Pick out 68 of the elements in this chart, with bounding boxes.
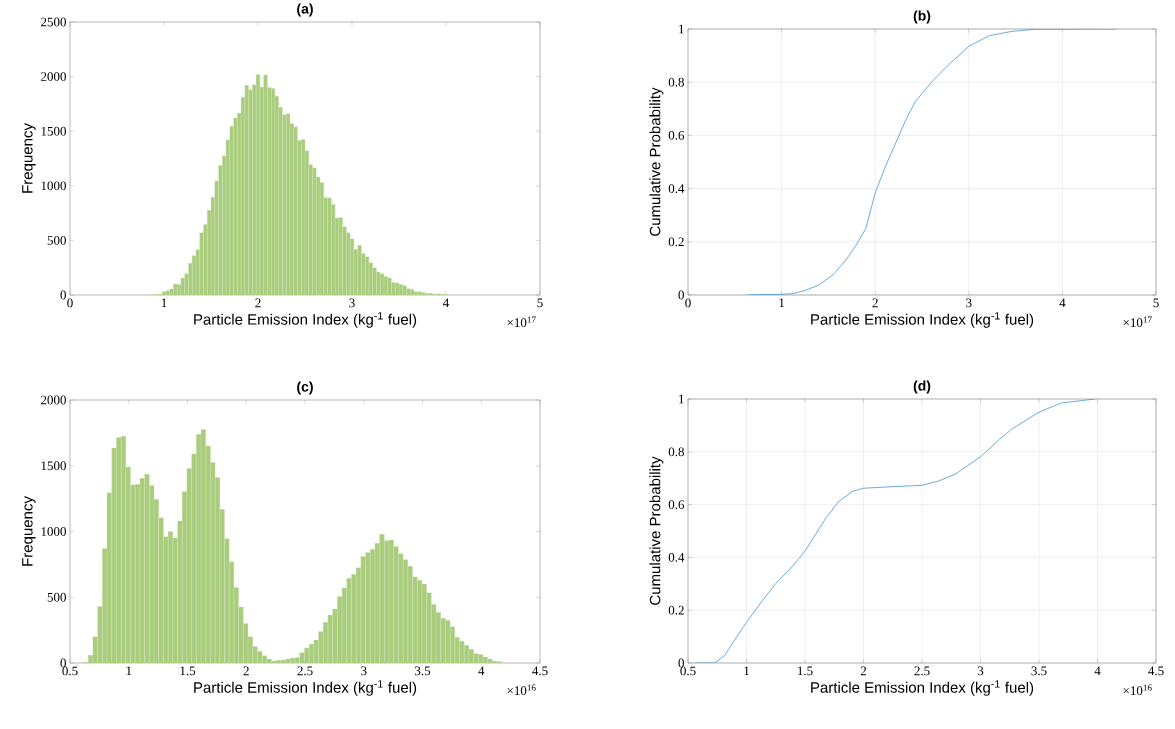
x-tick-label: 2 xyxy=(255,298,261,308)
y-tick-label: 1 xyxy=(679,394,684,404)
y-tick-label: 0.8 xyxy=(668,447,684,457)
y-tick-label: 0.8 xyxy=(668,77,684,87)
y-tick-label: 1 xyxy=(679,24,684,34)
x-tick-label: 4.5 xyxy=(1148,666,1164,676)
text: ×10$^{16}$ xyxy=(507,684,536,696)
x-tick-label: 1 xyxy=(126,666,132,676)
y-tick-label: 500 xyxy=(47,236,66,245)
x-tick-label: 1 xyxy=(779,298,785,308)
y-tick-label: 1000 xyxy=(41,181,66,191)
x-tick-label: 5 xyxy=(1153,298,1159,308)
chart-title: (c) xyxy=(297,381,313,395)
y-tick-label: 2500 xyxy=(41,17,66,27)
y-tick-label: 1000 xyxy=(41,527,66,536)
x-axis-title: Particle Emission Index (kg$^{-1}$ fuel) xyxy=(811,312,1034,328)
x-tick-label: 4.5 xyxy=(532,666,548,676)
y-tick-label: 0 xyxy=(60,290,66,300)
x-tick-label: 1.5 xyxy=(798,666,813,676)
x-tick-label: 4 xyxy=(478,666,485,676)
y-tick-label: 0 xyxy=(678,290,684,300)
y-tick-label: 0 xyxy=(678,658,684,668)
x-axis-title: Particle Emission Index (kg$^{-1}$ fuel) xyxy=(811,680,1034,696)
y-tick-label: 0.6 xyxy=(668,500,685,510)
y-tick-label: 2000 xyxy=(41,395,66,405)
x-tick-label: 3 xyxy=(966,298,972,308)
text: ×10$^{17}$ xyxy=(507,316,536,328)
chart-title: (b) xyxy=(913,10,931,24)
x-axis-title: Particle Emission Index (kg$^{-1}$ fuel) xyxy=(194,312,417,328)
x-tick-label: 0.5 xyxy=(680,666,696,676)
y-tick-label: 0.2 xyxy=(668,605,684,615)
x-tick-label: 1.5 xyxy=(180,666,196,676)
x-tick-label: 3 xyxy=(977,666,984,676)
x-tick-label: 3 xyxy=(349,298,355,308)
chart-title: (a) xyxy=(297,3,313,17)
x-tick-label: 2 xyxy=(243,666,249,676)
y-tick-label: 0.2 xyxy=(668,237,684,247)
y-tick-label: 0.6 xyxy=(668,130,685,140)
x-tick-label: 3 xyxy=(361,666,367,676)
x-axis-title: Particle Emission Index (kg$^{-1}$ fuel) xyxy=(194,680,417,696)
y-axis-title: Cumulative Probability xyxy=(649,456,664,605)
y-tick-label: 0 xyxy=(60,658,66,668)
chart-title: (d) xyxy=(913,380,931,394)
x-tick-label: 4 xyxy=(1059,298,1066,308)
y-axis-title: Frequency xyxy=(22,496,36,566)
x-tick-label: 3.5 xyxy=(415,666,431,676)
x-tick-label: 2.5 xyxy=(914,666,930,676)
y-tick-label: 0.4 xyxy=(668,184,685,194)
y-axis-title: Cumulative Probability xyxy=(649,87,664,236)
x-tick-label: 4 xyxy=(1094,666,1101,676)
y-tick-label: 0.4 xyxy=(668,552,685,562)
x-tick-label: 3.5 xyxy=(1031,666,1047,676)
x-tick-label: 2 xyxy=(860,666,867,676)
y-axis-title: Frequency xyxy=(22,123,36,193)
x-tick-label: 5 xyxy=(537,298,543,308)
x-tick-label: 0 xyxy=(67,298,73,308)
x-tick-label: 1 xyxy=(744,666,749,676)
text: ×10$^{16}$ xyxy=(1123,684,1152,696)
text: ×10$^{17}$ xyxy=(1123,316,1152,328)
y-tick-label: 500 xyxy=(47,592,66,602)
x-tick-label: 4 xyxy=(443,298,450,308)
x-tick-label: 2 xyxy=(872,298,878,308)
x-tick-label: 1 xyxy=(161,298,167,308)
x-tick-label: 2.5 xyxy=(297,666,313,676)
y-tick-label: 1500 xyxy=(41,126,66,136)
y-tick-label: 1500 xyxy=(41,461,66,471)
x-tick-label: 0.5 xyxy=(62,666,78,676)
y-tick-label: 2000 xyxy=(41,72,66,81)
